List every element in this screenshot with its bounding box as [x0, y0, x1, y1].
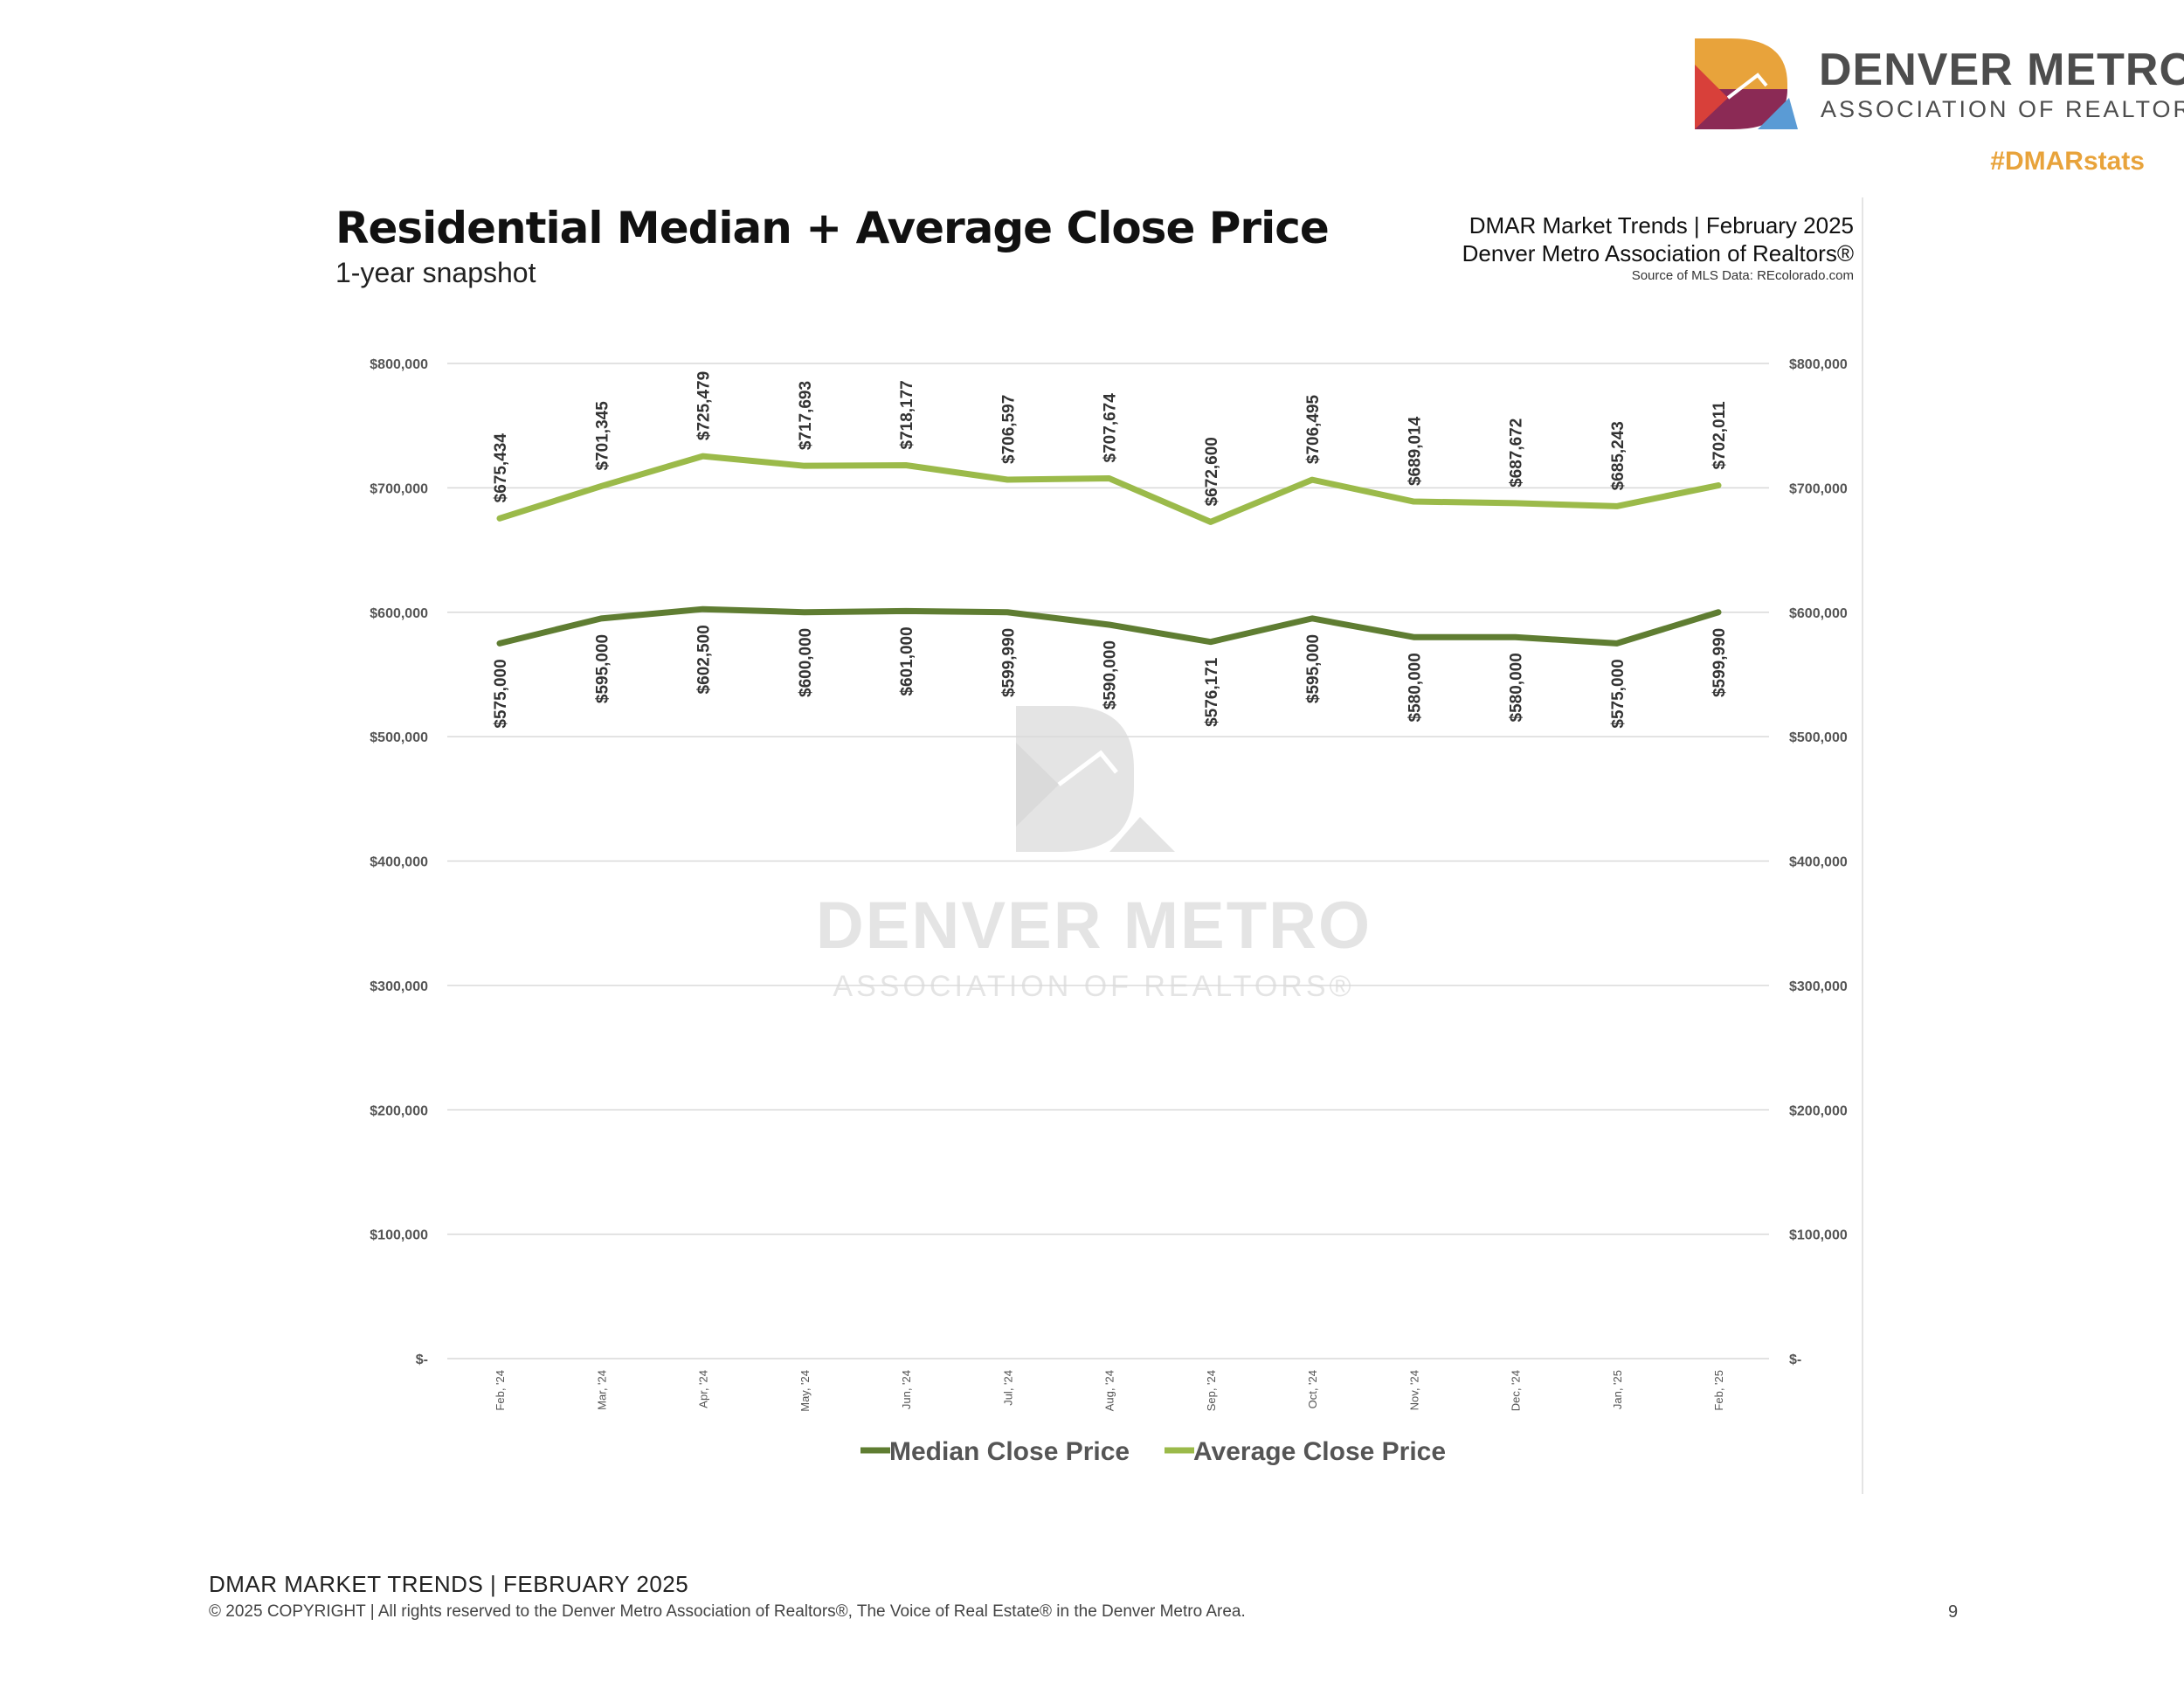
x-tick-label: May, '24 [798, 1370, 812, 1412]
data-label: $602,500 [695, 625, 714, 694]
y-tick-label-right: $700,000 [1789, 481, 1848, 496]
dmar-logo[interactable]: DENVER METRO ASSOCIATION OF REALTORS® [1693, 35, 2184, 140]
data-label: $717,693 [797, 381, 815, 450]
page-number: 9 [1948, 1602, 1959, 1622]
y-tick-label: $400,000 [370, 855, 428, 870]
x-tick-label: Jul, '24 [1001, 1370, 1014, 1406]
data-label: $706,495 [1304, 394, 1323, 464]
x-tick-label: Apr, '24 [697, 1370, 710, 1408]
y-tick-label-right: $100,000 [1789, 1228, 1848, 1243]
report-org: Denver Metro Association of Realtors® [1462, 240, 1854, 266]
data-label: $595,000 [593, 634, 612, 703]
series [496, 453, 1722, 647]
data-label: $685,243 [1609, 421, 1628, 490]
data-label: $576,171 [1203, 657, 1221, 727]
x-tick-label: Dec, '24 [1510, 1370, 1523, 1411]
gridlines [447, 363, 1769, 1359]
report-title: DMAR Market Trends | February 2025 [1469, 212, 1854, 239]
x-axis: Feb, '24 Mar, '24 Apr, '24 May, '24 Jun, '24… [494, 1370, 1725, 1412]
watermark-name: DENVER METRO [816, 889, 1372, 963]
x-tick-label: Jun, '24 [900, 1370, 913, 1409]
y-tick-label: $500,000 [370, 730, 428, 745]
x-tick-label: Feb, '25 [1712, 1370, 1725, 1411]
y-tick-label: $800,000 [370, 357, 428, 372]
footer-copyright: © 2025 COPYRIGHT | All rights reserved t… [209, 1602, 1246, 1621]
data-label: $580,000 [1406, 653, 1424, 722]
y-axis-left: $- $100,000 $200,000 $300,000 $400,000 $500,0… [370, 357, 428, 1367]
data-labels: $575,000 $595,000 $602,500 $600,000 $601,000… [492, 371, 1729, 729]
data-label: $725,479 [695, 371, 714, 440]
data-label: $575,000 [1609, 659, 1628, 728]
x-tick-label: Mar, '24 [595, 1370, 608, 1410]
legend: Median Close Price Average Close Price [860, 1437, 1446, 1466]
watermark-sub: ASSOCIATION OF REALTORS® [833, 970, 1354, 1003]
brand-name: DENVER METRO [1819, 45, 2184, 95]
y-axis-right: $- $100,000 $200,000 $300,000 $400,000 $500,0… [1789, 357, 1848, 1367]
y-tick-label: $- [416, 1352, 428, 1367]
data-label: $689,014 [1406, 416, 1424, 486]
y-tick-label: $600,000 [370, 606, 428, 621]
data-label: $595,000 [1304, 634, 1323, 703]
price-line-chart: DENVER METRO ASSOCIATION OF REALTORS® $-… [370, 357, 1848, 1466]
chart-title: Residential Median + Average Close Price [335, 203, 1330, 253]
data-label: $580,000 [1508, 653, 1526, 722]
legend-label: Median Close Price [889, 1437, 1130, 1466]
dmar-logo-mark [1695, 38, 1798, 129]
footer-title: DMAR MARKET TRENDS | FEBRUARY 2025 [209, 1571, 689, 1597]
x-tick-label: Oct, '24 [1306, 1370, 1319, 1408]
data-label: $672,600 [1203, 437, 1221, 506]
x-tick-label: Nov, '24 [1407, 1370, 1420, 1410]
y-tick-label: $100,000 [370, 1228, 428, 1243]
chart-subtitle: 1-year snapshot [335, 257, 536, 288]
data-label: $707,674 [1102, 393, 1120, 463]
data-label: $675,434 [492, 433, 510, 503]
y-tick-label-right: $600,000 [1789, 606, 1848, 621]
data-label: $718,177 [898, 380, 916, 449]
y-tick-label-right: $800,000 [1789, 357, 1848, 372]
data-label: $599,990 [1711, 628, 1729, 697]
x-tick-label: Sep, '24 [1205, 1370, 1218, 1411]
y-tick-label: $200,000 [370, 1103, 428, 1118]
series-line [496, 605, 1722, 647]
y-tick-label-right: $400,000 [1789, 855, 1848, 870]
data-label: $706,597 [999, 395, 1018, 464]
legend-label: Average Close Price [1193, 1437, 1446, 1466]
data-label: $701,345 [593, 401, 612, 471]
y-tick-label-right: $500,000 [1789, 730, 1848, 745]
divider [1862, 197, 1863, 1494]
data-source: Source of MLS Data: REcolorado.com [1631, 268, 1854, 283]
y-tick-label-right: $300,000 [1789, 979, 1848, 994]
watermark: DENVER METRO ASSOCIATION OF REALTORS® [816, 706, 1372, 1003]
hashtag[interactable]: #DMARstats [1990, 147, 2145, 176]
data-label: $702,011 [1711, 401, 1729, 470]
report-meta: DMAR Market Trends | February 2025 Denve… [1462, 211, 1854, 285]
x-tick-label: Feb, '24 [494, 1370, 507, 1411]
y-tick-label-right: $- [1789, 1352, 1801, 1367]
series-line [496, 453, 1722, 525]
brand-subtitle: ASSOCIATION OF REALTORS® [1821, 96, 2184, 122]
data-label: $687,672 [1508, 419, 1526, 488]
x-tick-label: Jan, '25 [1611, 1370, 1624, 1409]
data-label: $599,990 [999, 628, 1018, 697]
y-tick-label: $300,000 [370, 979, 428, 994]
data-label: $600,000 [797, 628, 815, 697]
data-label: $590,000 [1102, 640, 1120, 709]
x-tick-label: Aug, '24 [1103, 1370, 1116, 1411]
data-label: $601,000 [898, 626, 916, 695]
data-label: $575,000 [492, 659, 510, 728]
y-tick-label-right: $200,000 [1789, 1103, 1848, 1118]
y-tick-label: $700,000 [370, 481, 428, 496]
